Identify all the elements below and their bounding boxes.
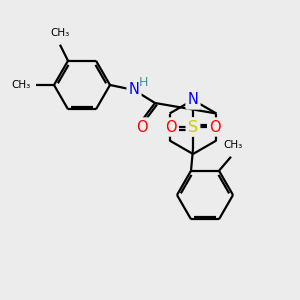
- Text: O: O: [209, 119, 221, 134]
- Text: CH₃: CH₃: [12, 80, 31, 90]
- Text: O: O: [165, 119, 177, 134]
- Text: N: N: [129, 82, 140, 98]
- Text: CH₃: CH₃: [224, 140, 243, 150]
- Text: CH₃: CH₃: [50, 28, 70, 38]
- Text: O: O: [136, 119, 148, 134]
- Text: N: N: [188, 92, 198, 107]
- Text: S: S: [188, 119, 198, 134]
- Text: H: H: [138, 76, 148, 89]
